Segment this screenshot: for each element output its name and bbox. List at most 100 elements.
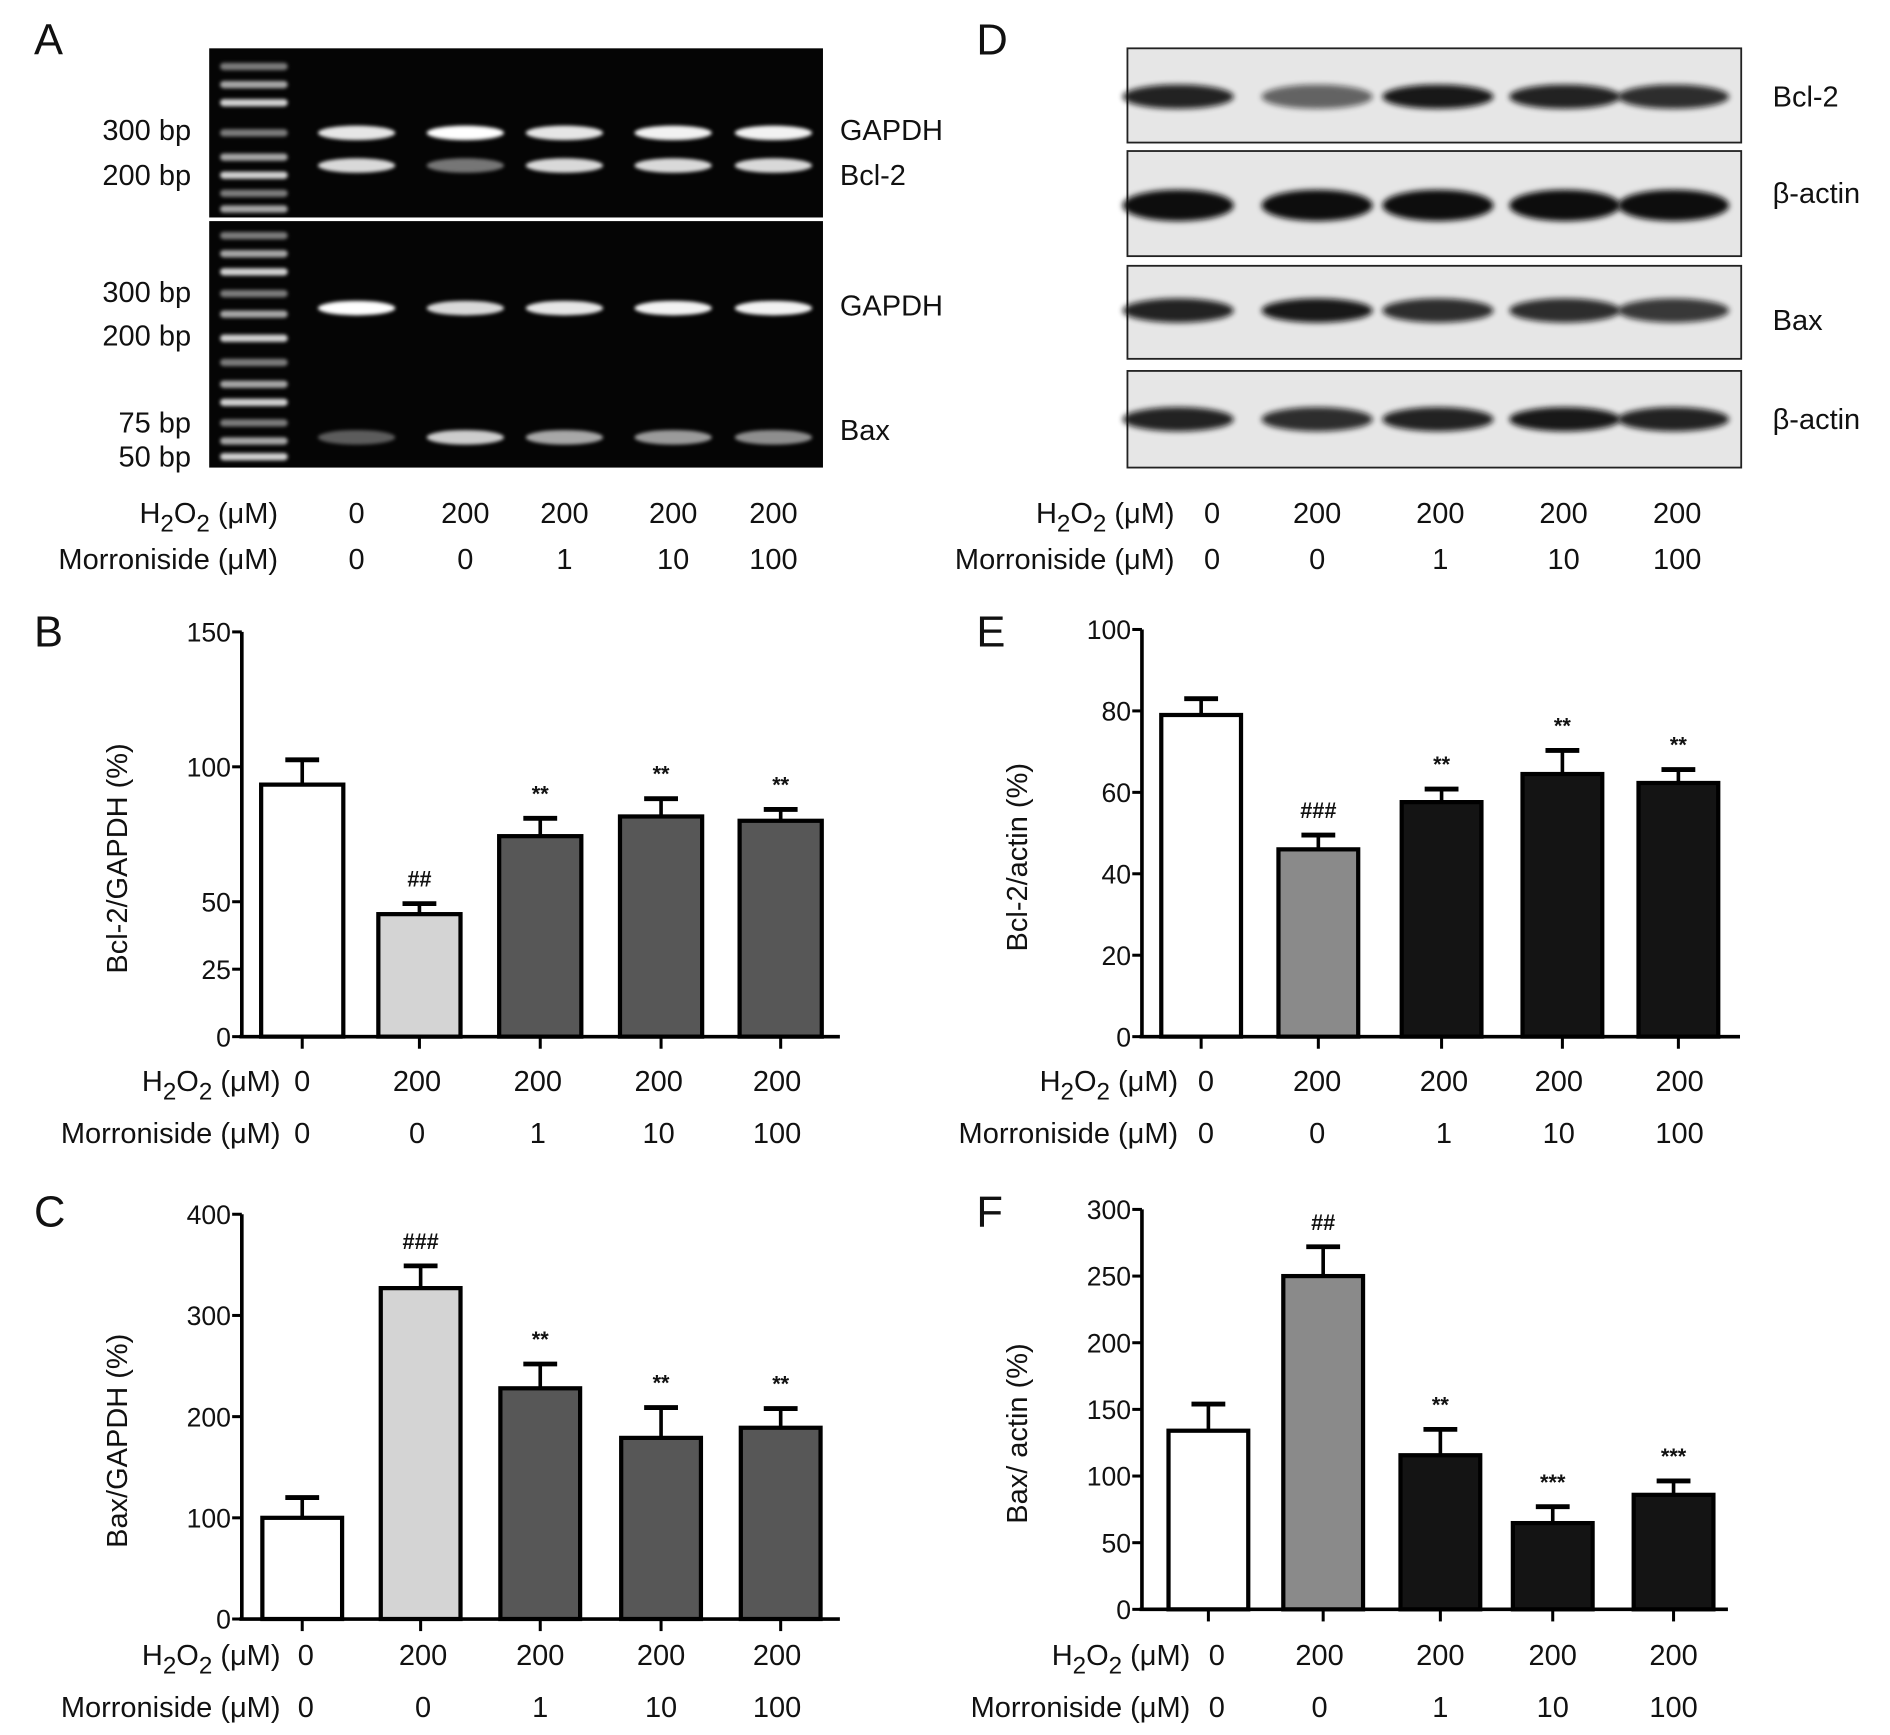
panel-f-morroniside-value: 1: [1432, 1692, 1448, 1724]
panel-letter-f: F: [976, 1188, 1003, 1236]
panel-c-morroniside-value: 1: [532, 1692, 548, 1724]
y-tick-label: 100: [187, 752, 231, 782]
panel-f-h2o2-value: 0: [1209, 1640, 1225, 1672]
panel-e-morroniside-value: 1: [1436, 1118, 1452, 1150]
gel-band-gapdh_top: [426, 125, 505, 141]
significance-marker: ##: [407, 867, 431, 892]
panel-c-morroniside-value: 0: [298, 1692, 314, 1724]
ladder-size-label: 200 bp: [102, 160, 191, 192]
bar: [1631, 1492, 1716, 1612]
panel-a-h2o2-value: 200: [749, 498, 797, 530]
ladder-size-label: 50 bp: [119, 441, 192, 473]
panel-letter-e: E: [976, 608, 1005, 656]
panel-e-h2o2-value: 200: [1293, 1066, 1341, 1098]
bar: [259, 782, 346, 1039]
gel-band-gapdh_top: [634, 125, 712, 141]
significance-marker: ***: [1540, 1470, 1566, 1495]
panel-c-morroniside-label: Morroniside (μM): [61, 1692, 281, 1724]
panel-d-morroniside-value: 0: [1204, 544, 1220, 576]
panel-d-h2o2-value: 200: [1539, 498, 1587, 530]
significance-marker: **: [1670, 733, 1687, 758]
y-tick-label: 50: [201, 887, 231, 917]
h2o2-label-part: 2: [1073, 1652, 1086, 1679]
bar: [1276, 847, 1361, 1039]
significance-marker: **: [1432, 1392, 1449, 1417]
panel-e-morroniside-value: 0: [1309, 1118, 1325, 1150]
gel-band-bax: [525, 430, 604, 445]
gel-band-gapdh_bottom: [734, 300, 813, 316]
band-label: GAPDH: [840, 290, 943, 322]
ladder-band: [220, 129, 288, 137]
y-axis-label: Bcl-2/actin (%): [1002, 763, 1034, 951]
blot-band: [1382, 298, 1494, 323]
h2o2-label-part: H: [1036, 498, 1057, 530]
y-tick-label: 300: [187, 1301, 231, 1331]
h2o2-label-part: 2: [1057, 511, 1070, 538]
gel-band-bax: [734, 430, 813, 445]
panel-f-h2o2-value: 200: [1295, 1640, 1343, 1672]
panel-d-morroniside-value: 100: [1653, 544, 1701, 576]
panel-b-h2o2-value: 200: [634, 1066, 682, 1098]
h2o2-label-part: 2: [160, 511, 173, 538]
y-tick-label: 200: [187, 1402, 231, 1432]
chart-panel-e: 0 20 40 60 80 100 Bcl-2/actin (%) ### ** ** **: [1002, 615, 1741, 1052]
y-tick-label: 50: [1101, 1528, 1131, 1558]
y-tick-label: 0: [1116, 1595, 1131, 1625]
bar: [1166, 1428, 1251, 1612]
y-tick-label: 400: [187, 1200, 231, 1230]
ladder-band: [220, 231, 288, 240]
bar: [1510, 1520, 1595, 1612]
h2o2-label-part: 2: [1093, 511, 1106, 538]
panel-c-h2o2-label: H2O2 (μM): [142, 1640, 281, 1679]
h2o2-label-part: O: [1074, 1066, 1097, 1098]
panel-d-morroniside-value: 0: [1309, 544, 1325, 576]
panel-a-h2o2-value: 0: [349, 498, 365, 530]
h2o2-label-part: (μM): [212, 1066, 280, 1098]
h2o2-label-part: (μM): [212, 1640, 280, 1672]
bar: [738, 1425, 823, 1622]
panel-c-morroniside-value: 100: [753, 1692, 801, 1724]
panel-f-morroniside-value: 100: [1649, 1692, 1697, 1724]
ladder-band: [220, 437, 288, 445]
panel-a-morroniside-value: 10: [657, 544, 689, 576]
panel-e-morroniside-label: Morroniside (μM): [959, 1118, 1179, 1150]
panel-d-morroniside-value: 1: [1432, 544, 1448, 576]
ladder-band: [220, 250, 288, 258]
band-label: Bcl-2: [840, 160, 906, 192]
bar: [1399, 800, 1484, 1039]
blot-band: [1509, 84, 1621, 109]
panel-f-morroniside-value: 0: [1311, 1692, 1327, 1724]
bar: [1520, 771, 1605, 1039]
panel-d-h2o2-value: 200: [1293, 498, 1341, 530]
panel-d-morroniside-value: 10: [1547, 544, 1579, 576]
blot-band: [1122, 298, 1234, 323]
blot-label: Bcl-2: [1773, 81, 1839, 113]
ladder-size-label: 75 bp: [119, 408, 192, 440]
y-tick-label: 40: [1101, 859, 1131, 889]
blot-band: [1509, 407, 1621, 432]
panel-a-morroniside-value: 1: [556, 544, 572, 576]
h2o2-label-part: O: [176, 1066, 199, 1098]
blot-band: [1617, 407, 1730, 432]
panel-b-morroniside-value: 10: [643, 1118, 675, 1150]
bar: [1398, 1453, 1483, 1612]
significance-marker: **: [772, 773, 789, 798]
significance-marker: ##: [1311, 1210, 1335, 1235]
significance-marker: **: [532, 1327, 549, 1352]
panel-f-morroniside-label: Morroniside (μM): [971, 1692, 1191, 1724]
bar: [1636, 780, 1721, 1039]
ladder-band: [220, 189, 288, 197]
y-tick-label: 0: [216, 1022, 231, 1052]
significance-marker: **: [1554, 713, 1571, 738]
bar: [1159, 712, 1244, 1039]
panel-b-h2o2-label: H2O2 (μM): [142, 1066, 281, 1105]
band-label: GAPDH: [840, 115, 943, 147]
h2o2-label-part: H: [140, 498, 161, 530]
gel-band-gapdh_bottom: [426, 300, 505, 316]
panel-c-h2o2-value: 200: [399, 1640, 447, 1672]
panel-b-morroniside-value: 1: [530, 1118, 546, 1150]
h2o2-label-part: 2: [1061, 1078, 1074, 1105]
blot-band: [1122, 407, 1234, 432]
ladder-band: [220, 334, 288, 342]
